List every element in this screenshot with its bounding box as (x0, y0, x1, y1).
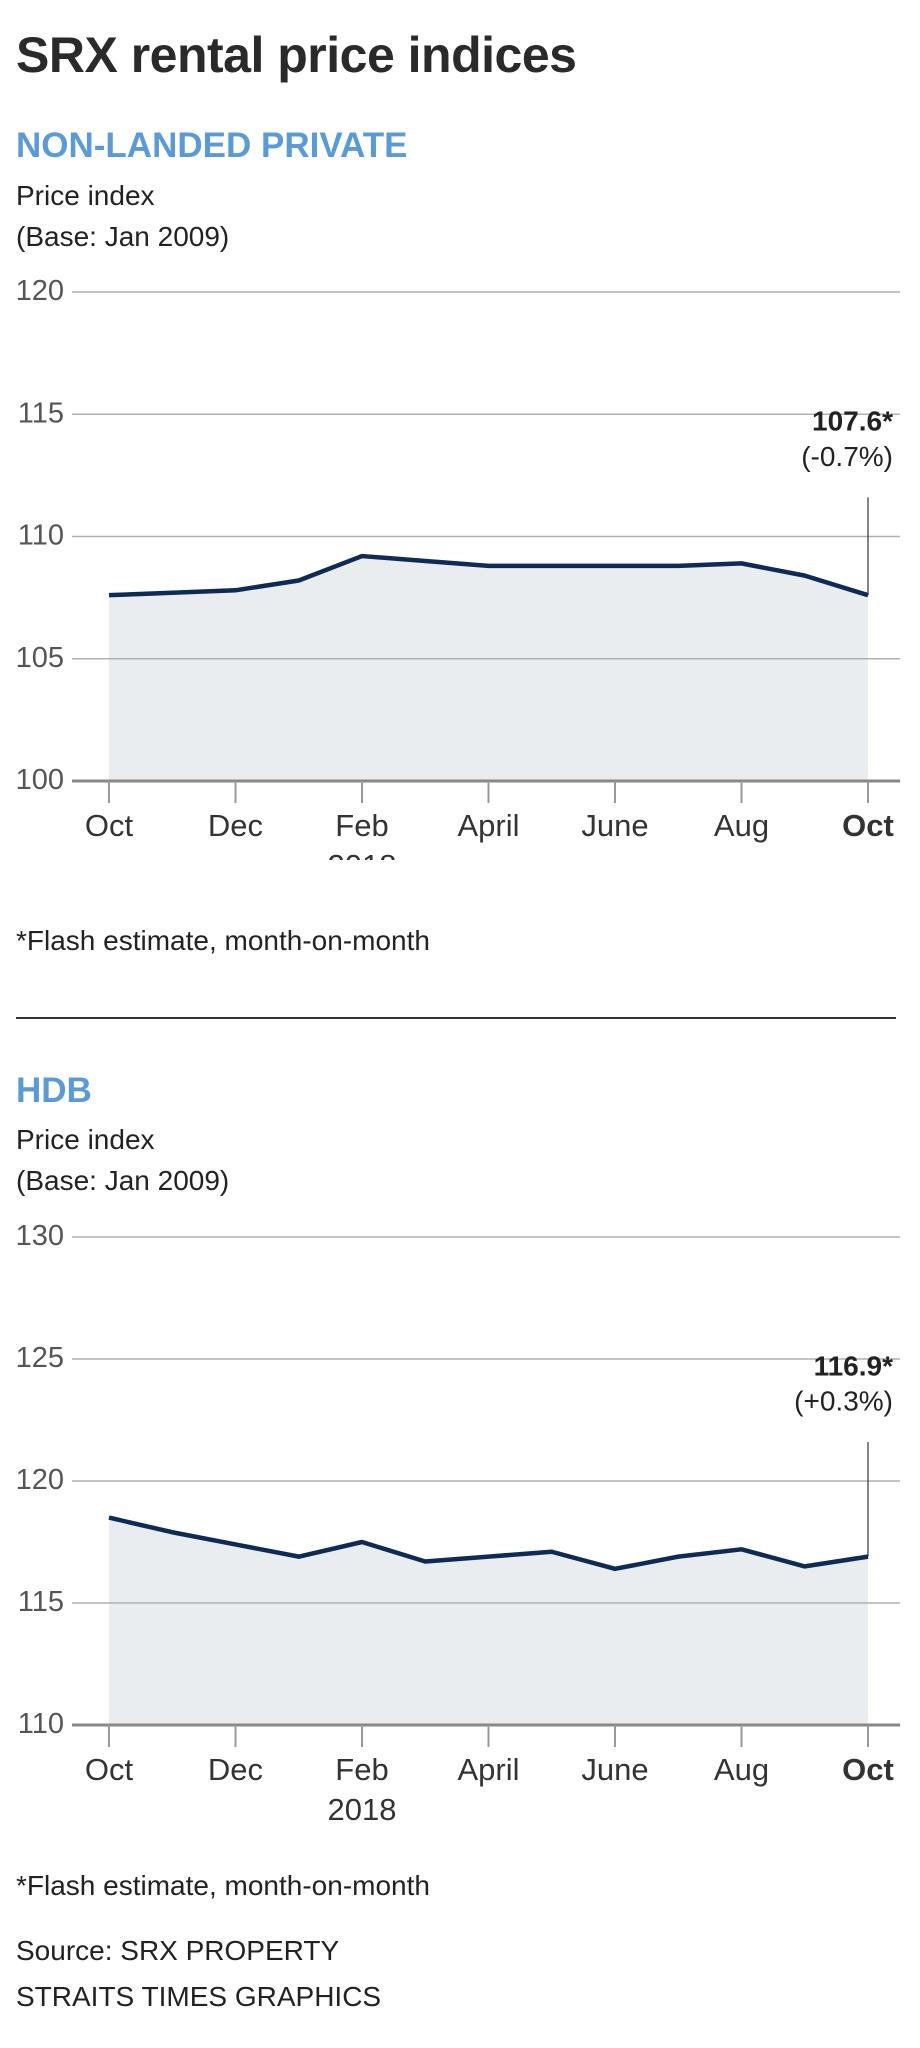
y-tick-label: 110 (18, 520, 64, 552)
x-tick-label: April (457, 808, 519, 843)
y-axis-base-label: (Base: Jan 2009) (16, 1165, 230, 1196)
x-tick-label: Oct (85, 808, 134, 843)
chart-hdb: 110 115 120 125 130 Oct Dec Feb 2018 April June Aug… (16, 1220, 900, 1825)
annotation-value: 116.9* (814, 1350, 894, 1381)
y-tick-label: 115 (18, 1586, 64, 1618)
section-title-non-landed: NON-LANDED PRIVATE (16, 126, 408, 165)
y-tick-label: 130 (16, 1220, 64, 1252)
x-tick-year-label: 2018 (328, 1792, 397, 1825)
y-tick-label: 120 (16, 1464, 64, 1496)
y-tick-label: 110 (18, 1708, 64, 1740)
x-tick-label: Oct (842, 1752, 894, 1787)
x-tick-label: Dec (208, 808, 263, 843)
x-tick-label: Aug (714, 1752, 769, 1787)
footnote: *Flash estimate, month-on-month (16, 1870, 430, 1901)
y-tick-label: 105 (16, 642, 64, 674)
y-axis-label: Price index (16, 1124, 155, 1155)
x-tick-label: Dec (208, 1752, 263, 1787)
y-tick-label: 125 (16, 1342, 64, 1374)
annotation-change: (-0.7%) (801, 441, 893, 472)
x-tick-label: Aug (714, 808, 769, 843)
area-fill (109, 1517, 868, 1725)
divider (16, 1017, 896, 1019)
x-tick-label: Feb (335, 808, 388, 843)
y-tick-label: 115 (18, 397, 64, 429)
x-tick-label: June (581, 1752, 648, 1787)
x-tick-label: April (457, 1752, 519, 1787)
footnote: *Flash estimate, month-on-month (16, 925, 430, 956)
area-fill (109, 556, 868, 781)
y-tick-label: 100 (16, 764, 64, 796)
x-tick-label: Oct (85, 1752, 134, 1787)
credit: STRAITS TIMES GRAPHICS (16, 1981, 382, 2012)
chart-non-landed: 100 105 110 115 120 Oct Dec Feb 2018 April June Aug… (16, 275, 900, 860)
x-tick-label: Feb (335, 1752, 388, 1787)
x-tick-year-label: 2018 (328, 848, 397, 860)
y-tick-label: 120 (16, 275, 64, 307)
source: Source: SRX PROPERTY (16, 1935, 340, 1966)
x-tick-label: Oct (842, 808, 894, 843)
x-tick-label: June (581, 808, 648, 843)
y-axis-label: Price index (16, 180, 155, 211)
page-title: SRX rental price indices (16, 27, 577, 83)
annotation-change: (+0.3%) (794, 1386, 893, 1417)
annotation-value: 107.6* (812, 406, 893, 437)
section-title-hdb: HDB (16, 1071, 92, 1110)
y-axis-base-label: (Base: Jan 2009) (16, 221, 230, 252)
